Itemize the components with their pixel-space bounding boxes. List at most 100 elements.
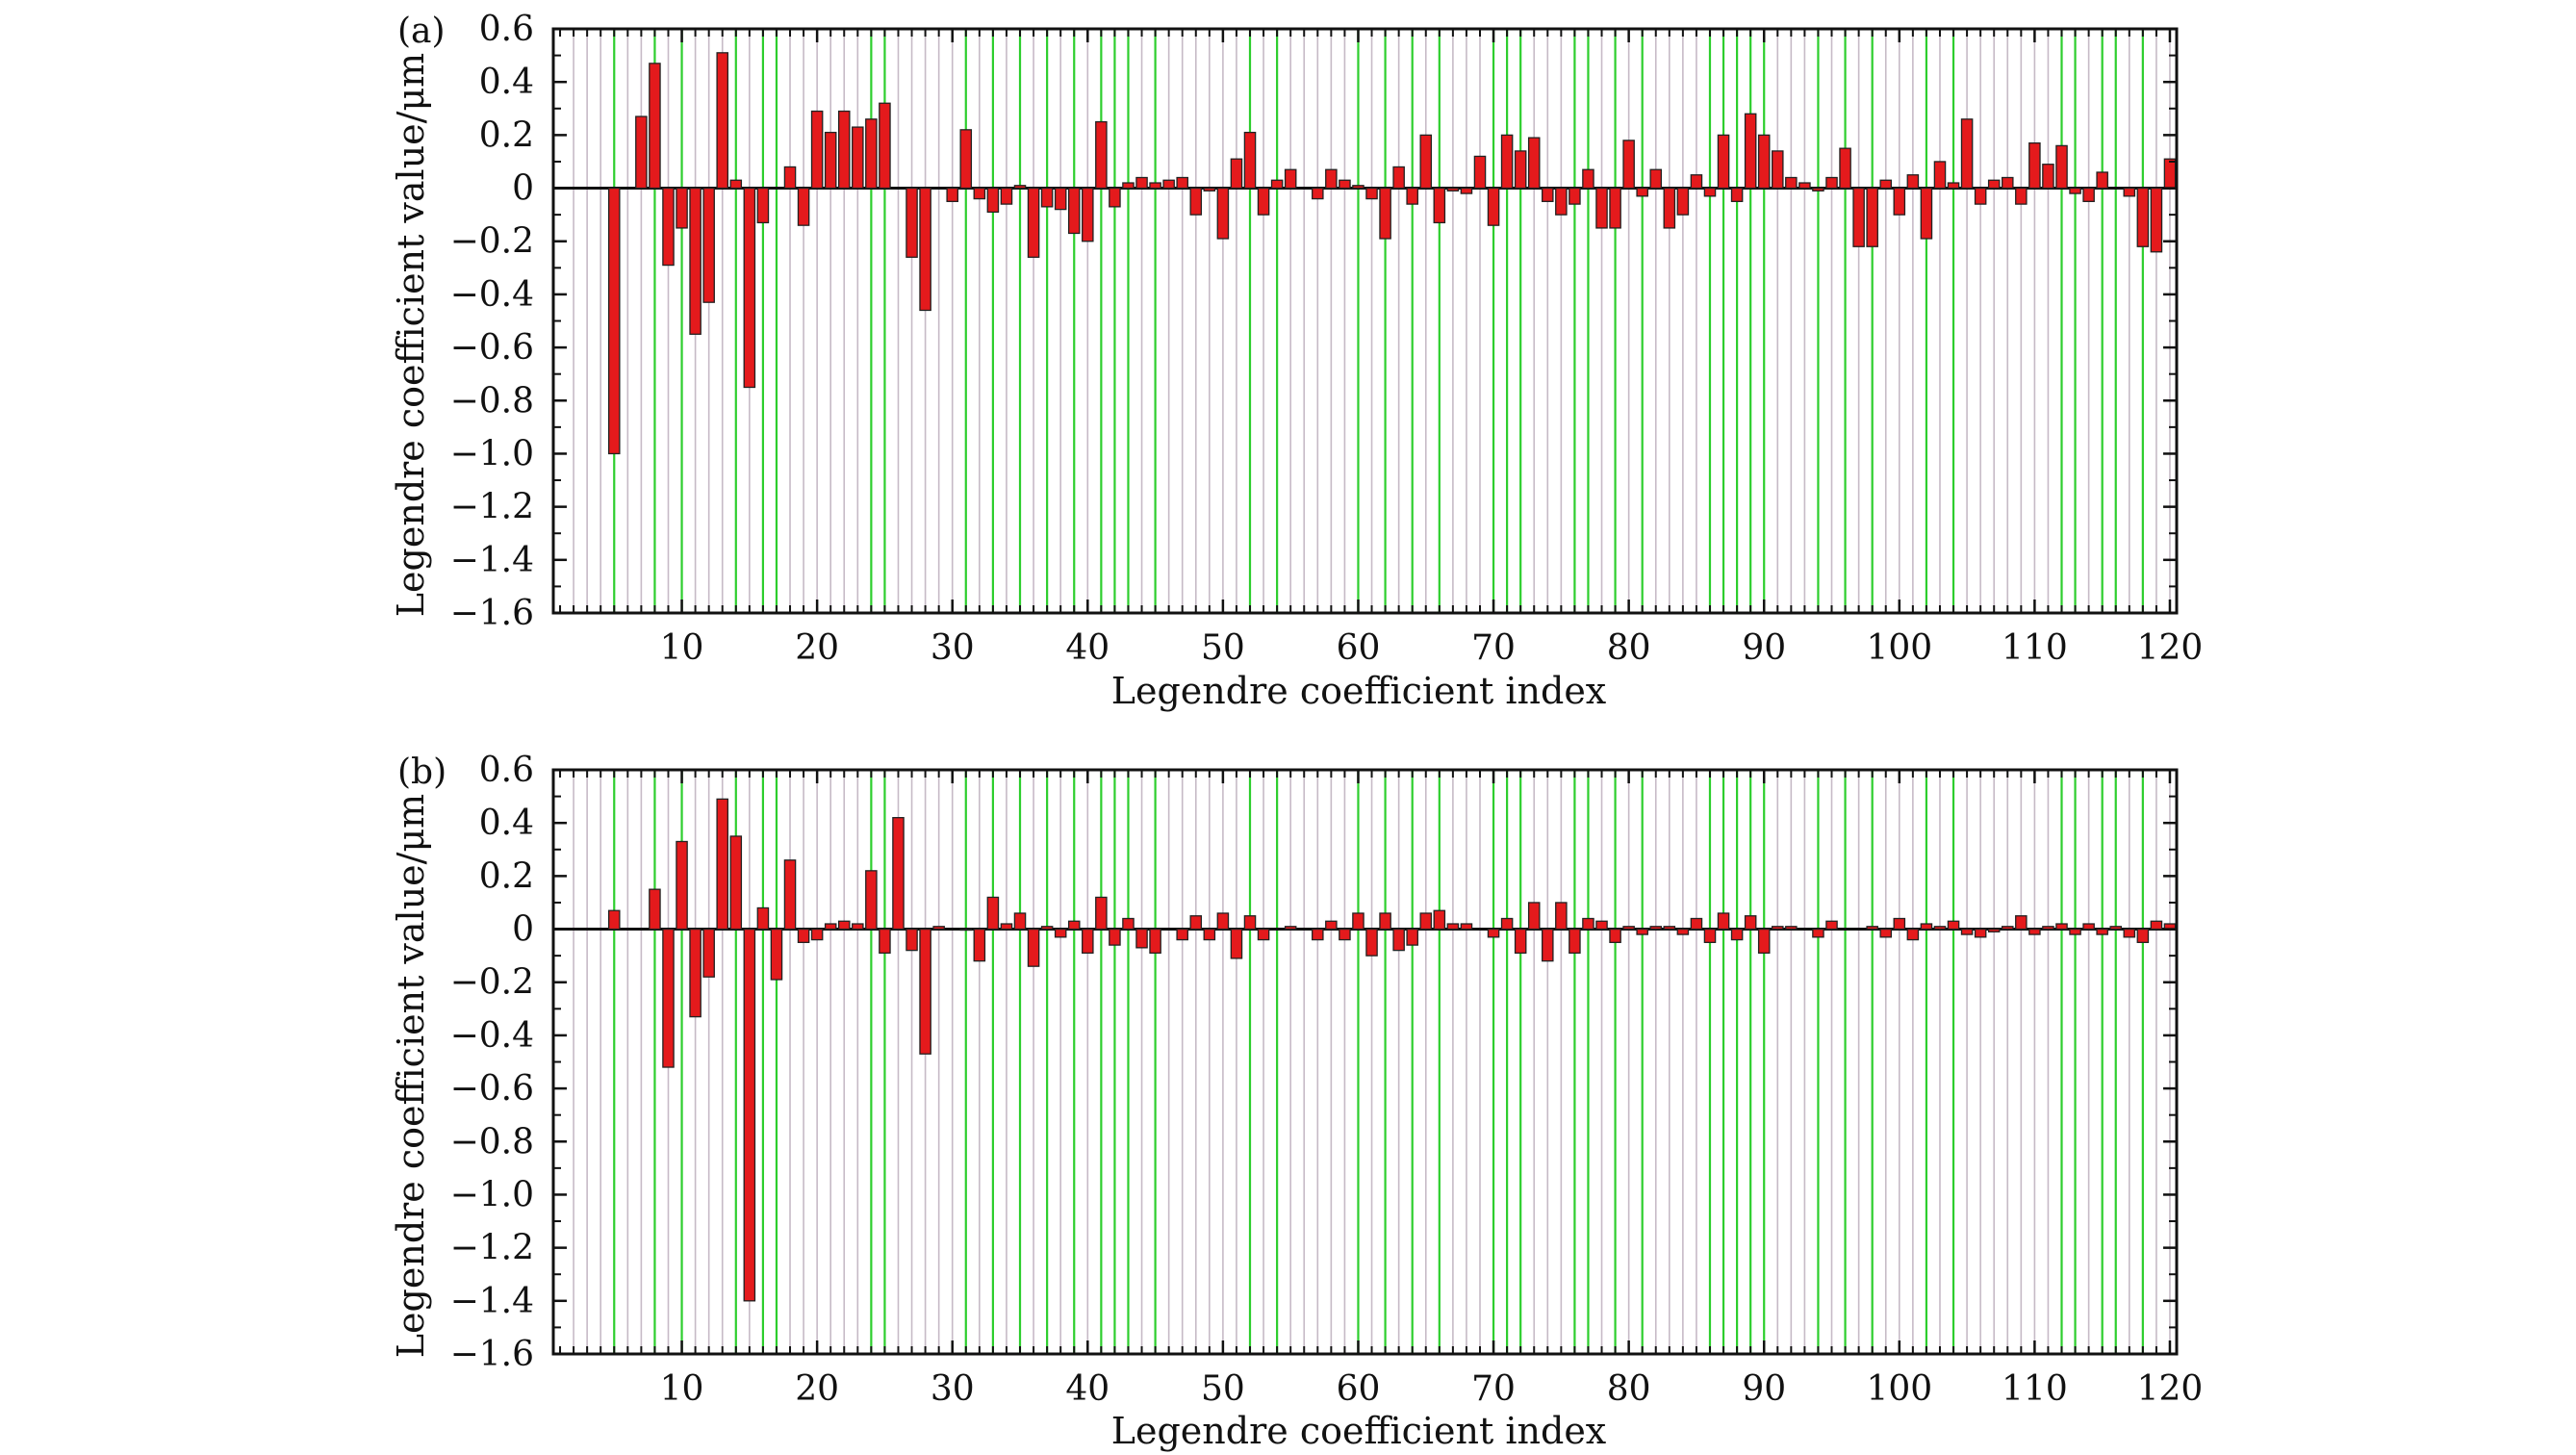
bar — [1176, 176, 1188, 190]
bar — [2136, 187, 2150, 247]
bar — [2069, 187, 2081, 194]
bar — [1109, 928, 1121, 946]
bar — [919, 187, 931, 312]
y-tick-label: 0.4 — [479, 63, 534, 102]
bar — [946, 187, 958, 202]
bar — [1000, 923, 1013, 931]
bar — [1663, 926, 1676, 931]
bar — [1582, 168, 1594, 190]
bar — [1569, 187, 1581, 205]
panel-a-x-axis-title: Legendre coefficient index — [1111, 670, 1606, 712]
bar — [973, 928, 986, 962]
bar — [1622, 926, 1635, 931]
bar — [1717, 134, 1730, 190]
bar — [1974, 928, 1987, 938]
x-tick-label: 80 — [1607, 628, 1651, 668]
bar — [1757, 928, 1771, 955]
bar — [1690, 174, 1703, 190]
y-tick-label: −1.4 — [450, 541, 534, 580]
bar — [1352, 912, 1365, 931]
bar — [1149, 928, 1161, 955]
bar — [1027, 187, 1040, 258]
bar — [716, 52, 729, 190]
x-tick-label: 50 — [1201, 628, 1245, 668]
bar — [797, 928, 810, 943]
x-tick-label: 90 — [1742, 1369, 1786, 1409]
y-tick-label: −0.4 — [450, 275, 534, 315]
bar — [1920, 187, 1933, 240]
bar — [1974, 187, 1987, 205]
bar — [2150, 920, 2163, 931]
bar — [1135, 176, 1148, 190]
bar — [783, 859, 797, 931]
bar — [729, 179, 743, 190]
y-ticks: 0.6 0.4 0.2 0 −0.2 −0.4 −0.6 −0.8 −1.0 −1.2 −1.4 −1… — [450, 751, 2177, 1374]
plot-frame — [551, 768, 2179, 1356]
bar — [1446, 923, 1460, 931]
bar — [905, 928, 918, 952]
x-tick-label: 10 — [660, 1369, 704, 1409]
bar — [1609, 928, 1621, 943]
bar — [1555, 902, 1568, 931]
bar — [607, 187, 621, 455]
bar — [1744, 915, 1757, 931]
bar — [1013, 912, 1027, 931]
bar — [2001, 926, 2014, 931]
y-tick-label: 0.4 — [479, 804, 534, 843]
bar — [1987, 928, 2001, 932]
bar — [1649, 926, 1663, 931]
bar — [1514, 928, 1527, 955]
x-tick-label: 10 — [660, 628, 704, 668]
bar — [1392, 166, 1405, 190]
bar — [607, 909, 621, 931]
bar — [649, 888, 661, 931]
x-ticks: 10 20 30 40 50 60 70 80 90 100 110 120 — [559, 770, 2203, 1409]
bar — [1312, 187, 1324, 200]
bar — [1122, 917, 1135, 931]
plot-frame — [551, 27, 2179, 615]
bar — [824, 923, 837, 931]
panel-a-tag: (a) — [397, 12, 446, 51]
bar — [865, 118, 878, 190]
x-tick-label: 100 — [1866, 628, 1932, 668]
bar — [1379, 187, 1391, 240]
x-tick-label: 70 — [1471, 628, 1516, 668]
x-tick-label: 30 — [931, 1369, 975, 1409]
bar — [1067, 187, 1081, 235]
panel-b-x-axis-title: Legendre coefficient index — [1111, 1410, 1606, 1452]
y-tick-label: 0.2 — [479, 115, 534, 155]
x-tick-label: 90 — [1742, 628, 1786, 668]
x-tick-label: 40 — [1065, 628, 1109, 668]
bar — [1135, 928, 1148, 949]
bar — [1419, 912, 1433, 931]
bar — [1149, 182, 1161, 190]
bar — [1312, 928, 1324, 941]
bar — [1595, 187, 1608, 229]
y-tick-label: −0.6 — [450, 1069, 534, 1109]
bar — [919, 928, 931, 1055]
bar — [1000, 187, 1013, 205]
bar — [662, 928, 675, 1068]
bar — [1555, 187, 1568, 216]
panel-a: (a) Legendre coefficient index Legendre … — [390, 10, 2203, 712]
bar — [1406, 187, 1418, 205]
bar — [879, 102, 891, 190]
bar — [973, 187, 986, 200]
y-tick-label: 0.2 — [479, 856, 534, 896]
y-tick-label: −1.2 — [450, 488, 534, 527]
bar — [1189, 187, 1203, 216]
bars — [607, 798, 2177, 1302]
bar — [1419, 134, 1433, 190]
bar — [689, 187, 701, 335]
bar — [1446, 187, 1460, 191]
bar — [852, 923, 864, 931]
x-tick-label: 20 — [795, 1369, 839, 1409]
bar — [1027, 928, 1040, 967]
y-tick-label: −1.4 — [450, 1282, 534, 1321]
bar — [1622, 140, 1635, 190]
panel-b: (b) Legendre coefficient index Legendre … — [390, 751, 2203, 1452]
bar — [2082, 923, 2095, 931]
bar — [2082, 187, 2095, 202]
bar — [702, 928, 715, 978]
y-tick-label: −0.4 — [450, 1016, 534, 1056]
